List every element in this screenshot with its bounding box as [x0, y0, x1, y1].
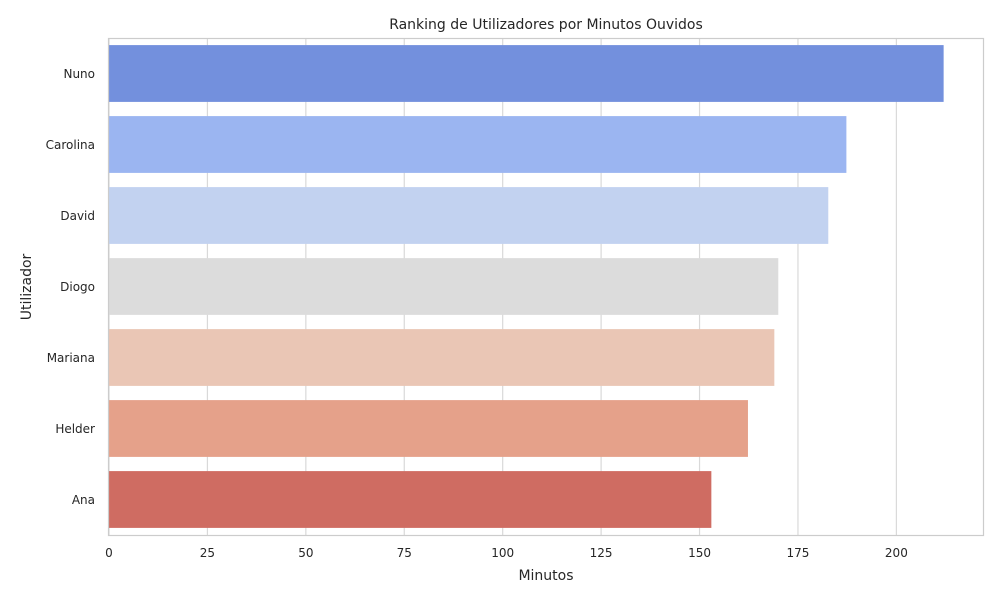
x-tick-label: 100 — [491, 546, 514, 560]
x-tick-label: 125 — [590, 546, 613, 560]
bar-ana — [109, 471, 712, 528]
x-axis-label: Minutos — [518, 568, 573, 584]
bar-helder — [109, 400, 748, 457]
x-tick-label: 150 — [688, 546, 711, 560]
x-tick-label: 0 — [105, 546, 113, 560]
x-tick-labels: 0 25 50 75 100 125 150 175 200 — [105, 546, 908, 560]
bar-carolina — [109, 116, 847, 173]
y-tick-label-mariana: Mariana — [47, 351, 95, 365]
y-tick-label-carolina: Carolina — [46, 138, 95, 152]
x-tick-label: 50 — [298, 546, 313, 560]
chart-title: Ranking de Utilizadores por Minutos Ouvi… — [389, 17, 703, 33]
plot-frame — [107, 37, 985, 537]
y-tick-label-helder: Helder — [55, 422, 95, 436]
x-tick-label: 75 — [397, 546, 412, 560]
y-tick-label-ana: Ana — [72, 493, 95, 507]
x-tick-label: 200 — [885, 546, 908, 560]
y-axis-label: Utilizador — [19, 253, 35, 320]
bar-mariana — [109, 329, 775, 386]
x-tick-label: 175 — [787, 546, 810, 560]
x-tick-label: 25 — [200, 546, 215, 560]
y-tick-label-diogo: Diogo — [60, 280, 95, 294]
bar-david — [109, 187, 829, 244]
bar-diogo — [109, 258, 779, 315]
bar-nuno — [109, 45, 944, 102]
y-tick-labels: Nuno Carolina David Diogo Mariana Helder Ana — [46, 67, 95, 507]
y-tick-label-nuno: Nuno — [63, 67, 95, 81]
y-tick-label-david: David — [60, 209, 95, 223]
bars — [109, 45, 944, 528]
